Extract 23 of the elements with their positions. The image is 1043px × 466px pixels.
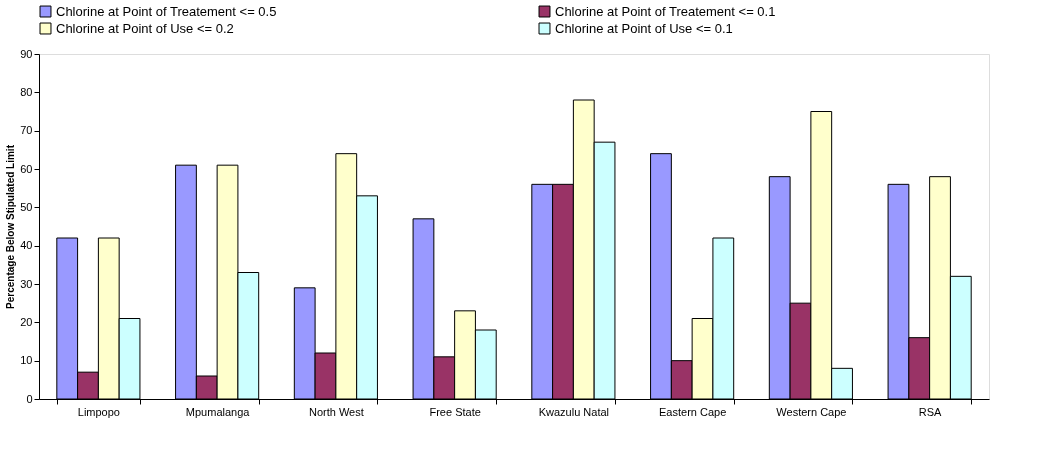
y-tick-label: 0 (26, 392, 33, 405)
y-tick-label: 60 (20, 162, 33, 175)
y-tick-label: 20 (20, 315, 33, 328)
legend-label: Chlorine at Point of Treatement <= 0.5 (56, 3, 277, 19)
legend-label: Chlorine at Point of Use <= 0.1 (555, 20, 733, 36)
x-tick-label: Kwazulu Natal (538, 405, 610, 418)
y-tick-label: 70 (20, 124, 33, 137)
y-tick-label: 40 (20, 239, 33, 252)
x-tick-label: Eastern Cape (658, 405, 727, 418)
y-tick-label: 90 (20, 47, 33, 60)
y-tick-label: 80 (20, 85, 33, 98)
legend-label: Chlorine at Point of Use <= 0.2 (56, 20, 234, 36)
x-tick-label: Free State (429, 405, 481, 418)
y-axis-title: Percentage Below Stipulated Limit (5, 144, 17, 309)
x-tick-label: North West (308, 405, 364, 418)
y-tick-label: 50 (20, 200, 33, 213)
x-tick-label: Limpopo (77, 405, 120, 418)
legend-label: Chlorine at Point of Treatement <= 0.1 (555, 3, 776, 19)
x-tick-label: RSA (918, 405, 943, 418)
x-tick-label: Mpumalanga (185, 405, 251, 418)
x-tick-label: Western Cape (776, 405, 847, 418)
y-tick-label: 10 (20, 354, 33, 367)
y-tick-label: 30 (20, 277, 33, 290)
